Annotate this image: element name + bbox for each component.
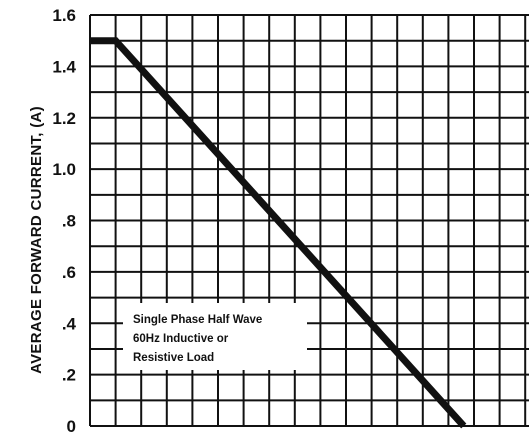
y-tick-label: 1.6: [52, 6, 76, 25]
y-tick-label: 1.4: [52, 57, 76, 76]
y-tick-label: 0: [67, 417, 76, 433]
annotation-line-1: Single Phase Half Wave: [133, 314, 262, 326]
annotation-line-3: Resistive Load: [133, 352, 214, 364]
y-tick-label: .8: [62, 212, 76, 231]
y-tick-label: 1.2: [52, 109, 76, 128]
y-tick-label: .4: [62, 314, 77, 333]
y-tick-label: .6: [62, 263, 76, 282]
y-tick-label: .2: [62, 366, 76, 385]
annotation-box: Single Phase Half Wave 60Hz Inductive or…: [123, 303, 307, 370]
y-tick-label: 1.0: [52, 160, 76, 179]
y-tick-labels: 1.6 1.4 1.2 1.0 .8 .6 .4 .2 0: [52, 6, 76, 433]
annotation-line-2: 60Hz Inductive or: [133, 333, 229, 345]
series-line: [90, 37, 467, 429]
y-axis-label: AVERAGE FORWARD CURRENT, (A): [28, 106, 45, 374]
